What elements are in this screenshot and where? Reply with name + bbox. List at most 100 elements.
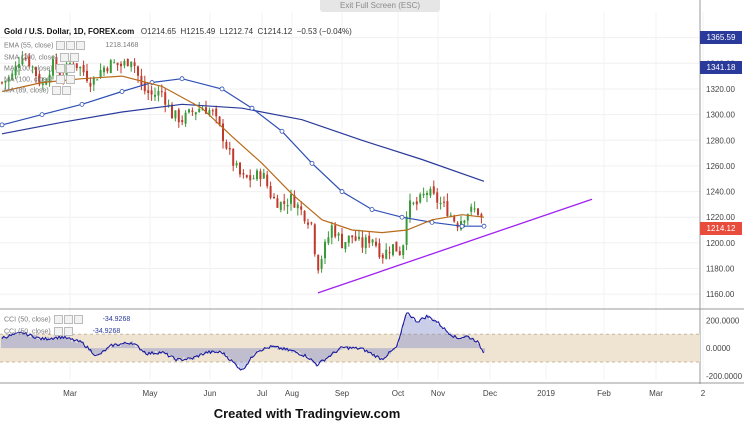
low-value: L1212.74 <box>219 27 254 36</box>
candle-body <box>120 63 122 67</box>
eye-icon[interactable] <box>53 327 63 336</box>
candle-body <box>194 112 197 115</box>
cci-legend-2[interactable]: CCI (50, close) -34.9268 <box>4 327 120 336</box>
candle-body <box>225 141 228 149</box>
cci-label: CCI (50, close) <box>4 316 51 324</box>
candle-body <box>99 69 102 78</box>
candle-body <box>463 220 466 223</box>
indicator-label: MA (100, close) <box>4 76 53 84</box>
high-value: H1215.49 <box>180 27 216 36</box>
candle-body <box>354 236 357 241</box>
candle-body <box>52 58 54 76</box>
candle-body <box>245 175 248 178</box>
candle-body <box>109 60 112 74</box>
indicator-ma-1[interactable]: MA (100, close) <box>4 64 75 73</box>
indicator-label: MA (89, close) <box>4 87 49 95</box>
support-trendline[interactable] <box>317 198 593 294</box>
ma-100-line-marker <box>249 105 255 111</box>
settings-icon[interactable] <box>70 53 80 62</box>
time-tick-label: Mar <box>63 389 77 398</box>
candle-body <box>405 216 408 245</box>
ma-100-line-marker <box>79 101 85 107</box>
settings-icon[interactable] <box>66 41 76 50</box>
ma-100-line-marker <box>0 122 5 128</box>
ma-100-line-marker <box>279 128 285 134</box>
candle-body <box>327 237 330 244</box>
price-tick-label: 1280.00 <box>706 136 735 145</box>
candle-body <box>41 83 44 85</box>
settings-icon[interactable] <box>63 327 73 336</box>
eye-icon[interactable] <box>51 86 61 95</box>
candle-body <box>388 252 391 254</box>
time-tick-label: Dec <box>483 389 497 398</box>
close-icon[interactable] <box>76 41 86 50</box>
candle-body <box>290 194 292 204</box>
candle-body <box>7 77 10 82</box>
cci-tick-label: 0.0000 <box>706 344 731 353</box>
ma-100-line-marker <box>219 86 225 92</box>
time-tick-label: Aug <box>285 389 299 398</box>
candle-body <box>211 110 214 112</box>
ma-100-line-marker <box>179 76 185 82</box>
eye-icon[interactable] <box>55 75 65 84</box>
candle-body <box>103 67 105 73</box>
indicator-ma-2[interactable]: MA (100, close) <box>4 75 75 84</box>
indicator-ema[interactable]: EMA (55, close) 1218.1468 <box>4 41 138 50</box>
close-icon[interactable] <box>73 315 83 324</box>
time-tick-label: May <box>142 389 157 398</box>
cci-tick-label: 200.0000 <box>706 316 740 325</box>
indicator-ma-3[interactable]: MA (89, close) <box>4 86 71 95</box>
settings-icon[interactable] <box>61 86 71 95</box>
eye-icon[interactable] <box>55 64 65 73</box>
candle-body <box>293 195 296 208</box>
candle-body <box>249 175 252 181</box>
time-tick-label: Nov <box>431 389 445 398</box>
candle-body <box>436 192 439 203</box>
candle-body <box>89 82 92 87</box>
candle-body <box>392 244 394 256</box>
exit-fullscreen-button[interactable]: Exit Full Screen (ESC) <box>320 0 440 12</box>
time-tick-label: Mar <box>649 389 663 398</box>
cci-legend-1[interactable]: CCI (50, close) -34.9268 <box>4 315 130 324</box>
candle-body <box>276 198 279 208</box>
price-tick-label: 1160.00 <box>706 290 735 299</box>
price-tag-last: 1214.12 <box>700 222 742 235</box>
settings-icon[interactable] <box>65 64 75 73</box>
candle-body <box>143 82 146 92</box>
indicator-label: EMA (55, close) <box>4 42 54 50</box>
candle-body <box>449 215 452 217</box>
ma-100-line-marker <box>339 189 345 194</box>
chart-legend: Gold / U.S. Dollar, 1D, FOREX.com O1214.… <box>4 27 352 36</box>
candle-body <box>181 120 184 123</box>
eye-icon[interactable] <box>56 41 66 50</box>
price-tick-label: 1320.00 <box>706 85 735 94</box>
indicator-sma[interactable]: SMA (200, close) <box>4 53 80 62</box>
candle-body <box>55 57 58 70</box>
time-tick-label: Oct <box>392 389 405 398</box>
candle-body <box>313 224 316 255</box>
eye-icon[interactable] <box>60 53 70 62</box>
price-tick-label: 1180.00 <box>706 265 735 274</box>
candle-body <box>381 254 384 259</box>
settings-icon[interactable] <box>65 75 75 84</box>
candle-body <box>232 149 235 166</box>
price-tick-label: 1220.00 <box>706 213 735 222</box>
candle-body <box>426 193 428 195</box>
candle-body <box>4 81 7 83</box>
eye-icon[interactable] <box>53 315 63 324</box>
candle-body <box>446 201 449 216</box>
candle-body <box>188 109 190 113</box>
cci-tick-label: -200.0000 <box>706 372 743 381</box>
candle-body <box>453 216 456 222</box>
candle-body <box>439 202 442 204</box>
settings-icon[interactable] <box>63 315 73 324</box>
price-tick-label: 1200.00 <box>706 239 735 248</box>
candle-body <box>31 66 34 68</box>
candle-body <box>147 90 150 93</box>
candle-body <box>239 162 241 175</box>
candle-body <box>28 56 31 67</box>
candle-body <box>24 58 27 60</box>
candle-body <box>48 74 51 82</box>
candle-body <box>35 67 37 76</box>
